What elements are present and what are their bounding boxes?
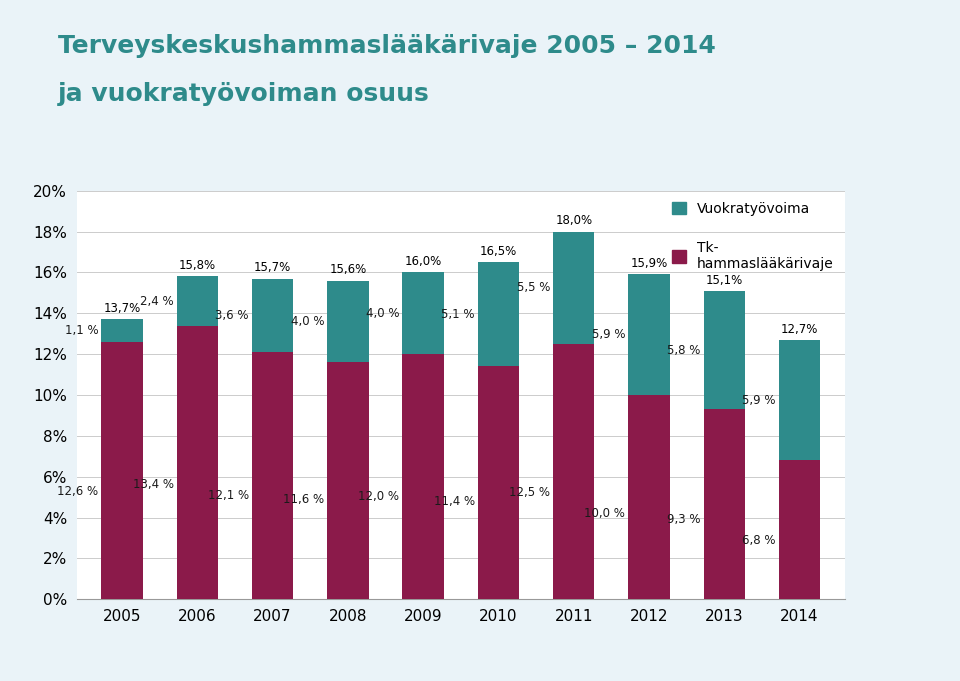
Text: 12,5 %: 12,5 % [509,486,550,498]
Text: 4,0 %: 4,0 % [366,306,399,320]
Text: 5,8 %: 5,8 % [667,343,701,357]
Bar [252,352,293,599]
Bar [252,279,293,352]
Text: 9,3 %: 9,3 % [667,513,701,526]
Text: 16,0%: 16,0% [404,255,442,268]
Bar [704,291,745,409]
Text: 15,6%: 15,6% [329,264,367,276]
Text: 12,7%: 12,7% [780,323,818,336]
Bar [478,262,519,366]
Text: 13,4 %: 13,4 % [132,478,174,491]
Bar [553,232,594,344]
Bar [177,276,218,326]
Bar [101,319,143,342]
Text: 11,4 %: 11,4 % [434,495,475,508]
Bar [101,342,143,599]
Bar [629,395,670,599]
Text: 3,6 %: 3,6 % [215,308,249,322]
Text: Terveyskeskushammaslääkärivaje 2005 – 2014: Terveyskeskushammaslääkärivaje 2005 – 20… [58,34,715,58]
Bar [327,362,369,599]
Text: 12,0 %: 12,0 % [358,490,399,503]
Bar [177,326,218,599]
Bar [779,460,821,599]
Text: 15,7%: 15,7% [254,262,291,274]
Bar [629,274,670,395]
Text: 18,0%: 18,0% [555,215,592,227]
Legend: Vuokratyövoima, Tk-
hammaslääkärivaje: Vuokratyövoima, Tk- hammaslääkärivaje [668,197,838,275]
Text: 13,7%: 13,7% [104,302,140,315]
Text: 15,1%: 15,1% [706,274,743,287]
Text: 5,9 %: 5,9 % [742,394,776,407]
Text: 1,1 %: 1,1 % [64,324,98,337]
Bar [402,354,444,599]
Text: 6,8 %: 6,8 % [742,535,776,548]
Bar [478,366,519,599]
Text: 10,0 %: 10,0 % [585,507,625,520]
Text: 16,5%: 16,5% [480,245,517,258]
Text: 4,0 %: 4,0 % [291,315,324,328]
Text: ja vuokratyövoiman osuus: ja vuokratyövoiman osuus [58,82,429,106]
Bar [704,409,745,599]
Text: 5,9 %: 5,9 % [591,328,625,341]
Bar [779,340,821,460]
Text: 12,6 %: 12,6 % [58,485,98,498]
Text: 11,6 %: 11,6 % [283,493,324,506]
Bar [327,281,369,362]
Text: 12,1 %: 12,1 % [207,489,249,502]
Bar [402,272,444,354]
Text: 5,1 %: 5,1 % [442,308,475,321]
Text: 15,9%: 15,9% [631,257,667,270]
Text: 5,5 %: 5,5 % [516,281,550,294]
Bar [553,344,594,599]
Text: 15,8%: 15,8% [179,259,216,272]
Text: 2,4 %: 2,4 % [140,294,174,308]
